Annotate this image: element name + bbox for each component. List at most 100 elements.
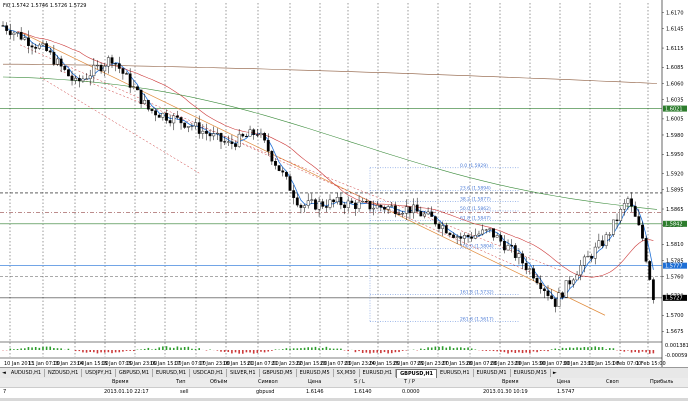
indicator-bar bbox=[354, 350, 357, 353]
ma-fast-line[interactable] bbox=[2, 25, 654, 300]
indicator-bar bbox=[361, 350, 364, 353]
indicator-bar bbox=[612, 348, 615, 350]
indicator-bar bbox=[274, 349, 277, 350]
header-close-time[interactable]: Время bbox=[502, 379, 519, 385]
indicator-bar bbox=[9, 348, 12, 350]
indicator-bar bbox=[38, 347, 41, 350]
tab-gbpusd-m1[interactable]: GBPUSD,M1 bbox=[116, 368, 153, 377]
candle-body bbox=[125, 73, 128, 75]
candle-body bbox=[23, 37, 27, 40]
indicator-bar bbox=[648, 350, 651, 354]
header-symbol[interactable]: Символ bbox=[258, 379, 278, 385]
time-tick-label: 24 Jan 15:00 bbox=[369, 361, 401, 367]
indicator-bar bbox=[579, 347, 582, 350]
header-type[interactable]: Тип bbox=[176, 379, 186, 385]
tabs-right-arrow-icon[interactable]: ► bbox=[552, 370, 557, 376]
tab-eurusd-m5[interactable]: EURUSD,M5 bbox=[297, 368, 334, 377]
tab-silver-h1[interactable]: SILVER,H1 bbox=[227, 368, 260, 377]
candle-body bbox=[633, 205, 637, 217]
indicator-bar bbox=[49, 346, 52, 350]
candle-body bbox=[85, 78, 88, 80]
indicator-bar bbox=[376, 350, 379, 353]
fib-level-label: 38.2 (1.5877) bbox=[460, 196, 491, 202]
indicator-bar bbox=[321, 347, 324, 350]
indicator-bar bbox=[460, 347, 462, 350]
indicator-bar bbox=[514, 350, 517, 353]
indicator-bar bbox=[536, 350, 538, 353]
candle-body bbox=[542, 288, 546, 292]
tabs-left-arrow-icon[interactable]: ◄ bbox=[2, 370, 6, 376]
indicator-bar bbox=[260, 350, 262, 352]
chart-area[interactable]: 0.0 (1.5929) 23.6 (1.5894) 38.2 (1.5877) 50… bbox=[0, 0, 688, 367]
header-open-time[interactable]: Время bbox=[112, 379, 129, 385]
ma-slow-line[interactable] bbox=[2, 76, 658, 210]
indicator-bar bbox=[162, 346, 164, 350]
candle-body bbox=[92, 64, 96, 77]
header-volume[interactable]: Объём bbox=[210, 379, 228, 385]
candle-body bbox=[310, 199, 314, 201]
header-tp[interactable]: T / P bbox=[404, 379, 415, 385]
indicator-tick-label: 0.001381 bbox=[665, 343, 688, 349]
trend-line-dashed[interactable] bbox=[39, 76, 201, 174]
tab-eurusd-m1[interactable]: EURUSD,M1 bbox=[474, 368, 511, 377]
tab-nzdusd-h1[interactable]: NZDUSD,H1 bbox=[45, 368, 83, 377]
indicator-bar bbox=[271, 350, 273, 351]
tab-audusd-h1[interactable]: AUDUSD,H1 bbox=[8, 368, 46, 377]
trend-line[interactable] bbox=[19, 31, 606, 316]
header-sl[interactable]: S / L bbox=[354, 379, 365, 385]
indicator-bar bbox=[60, 348, 62, 350]
price-tick-label: 1.5760 bbox=[666, 274, 684, 280]
price-tick-label: 1.5675 bbox=[666, 329, 684, 335]
price-chart[interactable]: 0.0 (1.5929) 23.6 (1.5894) 38.2 (1.5877) 50… bbox=[0, 0, 688, 367]
candle-body bbox=[245, 135, 248, 138]
candle-body bbox=[419, 211, 423, 217]
tab-eurusd-m1[interactable]: EURUSD,M1 bbox=[153, 368, 191, 377]
candle-body bbox=[303, 205, 306, 208]
terminal-row[interactable]: 7 2013.01.10 22:17 sell gbpusd 1.6146 1.… bbox=[0, 388, 688, 397]
candle-body bbox=[266, 140, 270, 152]
candle-body bbox=[335, 197, 339, 203]
candle-body bbox=[506, 245, 510, 251]
trend-line-dashed[interactable] bbox=[19, 44, 541, 277]
indicator-bar bbox=[492, 350, 495, 352]
price-tick-label: 1.6035 bbox=[666, 97, 684, 103]
candle-body bbox=[52, 51, 56, 65]
indicator-bar bbox=[318, 348, 320, 350]
header-swap[interactable]: Своп bbox=[606, 379, 619, 385]
candle-body bbox=[114, 63, 118, 65]
indicator-bar bbox=[467, 347, 469, 350]
indicator-bar bbox=[191, 348, 193, 350]
tab-eurusd-m15[interactable]: EURUSD,M15 bbox=[511, 368, 551, 377]
indicator-bar bbox=[129, 350, 131, 351]
header-close-price[interactable]: Цена bbox=[557, 379, 571, 385]
indicator-bar bbox=[539, 350, 542, 351]
indicator-bar bbox=[634, 350, 636, 353]
time-tick-label: 15 Jan 23:00 bbox=[126, 361, 158, 367]
candle-body bbox=[630, 198, 633, 207]
level-label: 1.6021 bbox=[665, 106, 683, 112]
tab-usdcad-h1[interactable]: USDCAD,H1 bbox=[190, 368, 228, 377]
fib-level-label: 23.6 (1.5894) bbox=[460, 185, 491, 191]
indicator-bar bbox=[525, 350, 527, 353]
tab-gbpusd-m5[interactable]: GBPUSD,M5 bbox=[260, 368, 297, 377]
indicator-bar bbox=[449, 346, 451, 350]
indicator-bar bbox=[27, 347, 30, 350]
candle-body bbox=[99, 64, 103, 72]
tab-eurusd-h1[interactable]: EURUSD,H1 bbox=[360, 368, 397, 377]
indicator-bar bbox=[125, 350, 128, 351]
time-tick-label: 18 Jan 15:00 bbox=[223, 361, 255, 367]
indicator-bar bbox=[227, 350, 230, 353]
tab-gbpusd-h1[interactable]: GBPUSD,H1 bbox=[396, 368, 438, 378]
header-price[interactable]: Цена bbox=[308, 379, 322, 385]
candle-body bbox=[401, 213, 405, 215]
candle-body bbox=[161, 112, 165, 118]
price-tick-label: 1.5785 bbox=[666, 258, 684, 264]
indicator-bar bbox=[456, 347, 458, 350]
candle-body bbox=[172, 115, 176, 124]
tab-sx-m30[interactable]: SX,M30 bbox=[334, 368, 360, 377]
tab-eurusd-h1[interactable]: EURUSD,H1 bbox=[437, 368, 474, 377]
candle-body bbox=[183, 122, 187, 128]
indicator-bar bbox=[118, 350, 121, 353]
tab-usdjpy-h1[interactable]: USDJPY,H1 bbox=[82, 368, 116, 377]
header-profit[interactable]: Прибыль bbox=[650, 379, 674, 385]
